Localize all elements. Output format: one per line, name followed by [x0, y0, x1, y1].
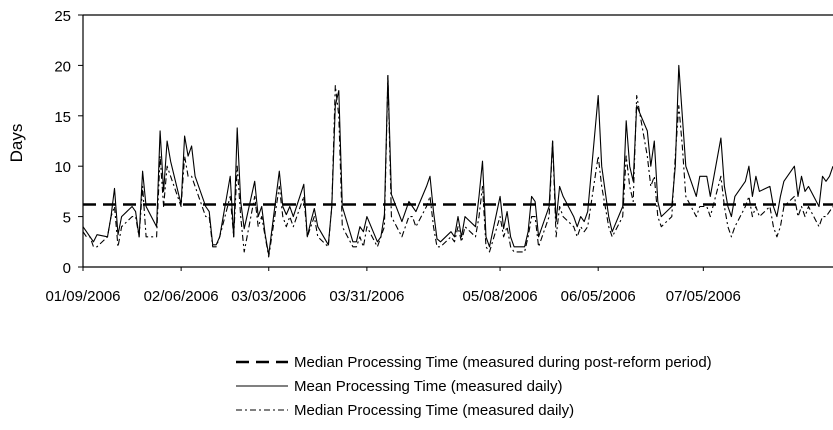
- series-layer: [82, 64, 833, 258]
- legend-label-3: Median Processing Time (measured daily): [294, 402, 574, 419]
- plot-frame: [82, 14, 833, 268]
- y-tick-label: 20: [54, 58, 71, 75]
- x-tick-label: 01/09/2006: [45, 288, 120, 305]
- series-line-2: [82, 64, 833, 256]
- y-axis-ticks: 0 5 10 15 20 25: [54, 8, 83, 277]
- series-line-3: [82, 74, 833, 258]
- legend-label-1: Median Processing Time (measured during …: [294, 354, 712, 371]
- y-tick-label: 10: [54, 159, 71, 176]
- y-tick-label: 15: [54, 109, 71, 126]
- x-tick-label: 03/31/2006: [329, 288, 404, 305]
- legend-label-2: Mean Processing Time (measured daily): [294, 378, 562, 395]
- y-axis-label: Days: [7, 124, 26, 163]
- x-tick-label: 05/08/2006: [463, 288, 538, 305]
- y-tick-label: 25: [54, 8, 71, 25]
- x-tick-label: 03/03/2006: [231, 288, 306, 305]
- x-tick-label: 02/06/2006: [144, 288, 219, 305]
- y-tick-label: 5: [63, 210, 71, 227]
- y-tick-label: 0: [63, 260, 71, 277]
- x-tick-label: 06/05/2006: [561, 288, 636, 305]
- x-axis-ticks: 01/09/2006 02/06/2006 03/03/2006 03/31/2006…: [45, 267, 741, 305]
- x-tick-label: 07/05/2006: [666, 288, 741, 305]
- legend: Median Processing Time (measured during …: [236, 354, 712, 419]
